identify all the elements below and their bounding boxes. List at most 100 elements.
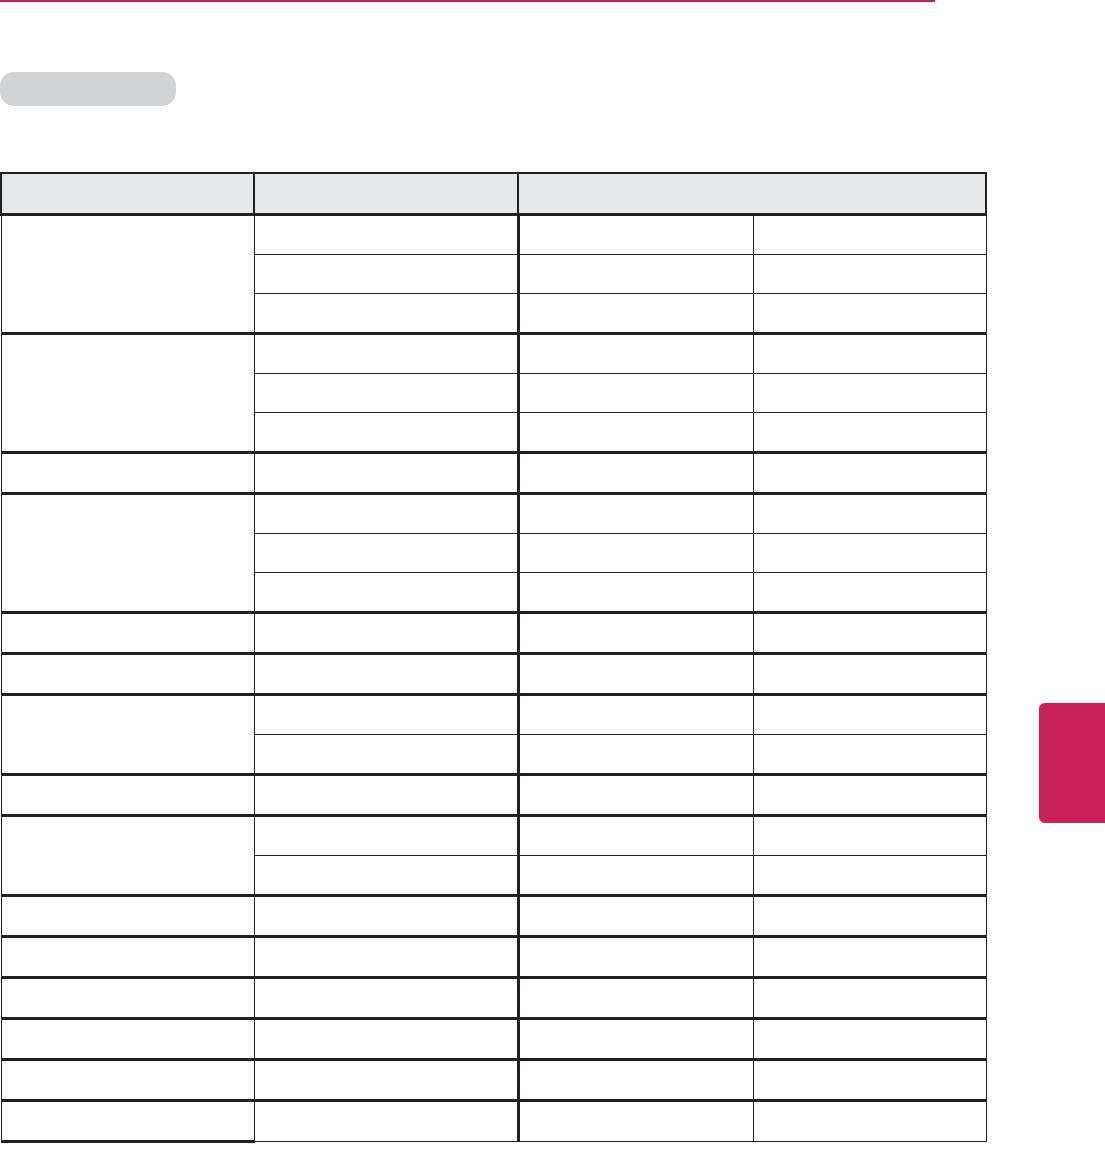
table-cell (752, 293, 987, 334)
table-row (1, 412, 987, 453)
table-cell (253, 572, 519, 613)
table-cell (516, 254, 754, 294)
table-cell (0, 935, 255, 979)
table-cell (516, 492, 754, 534)
table-cell (752, 572, 987, 613)
table-cell (253, 773, 519, 816)
spec-table (0, 172, 987, 1143)
table-row (1, 855, 987, 896)
table-cell (516, 412, 754, 453)
table-cell (516, 533, 754, 573)
table-cell (516, 293, 754, 334)
table-cell (0, 693, 255, 776)
table-row (1, 373, 987, 413)
table-cell (253, 693, 519, 735)
table-row (0, 652, 987, 696)
table-cell (253, 1099, 519, 1142)
table-cell (253, 734, 519, 775)
table-row (0, 492, 987, 614)
table-row (0, 451, 987, 495)
table-cell (0, 814, 255, 897)
table-cell (253, 373, 519, 413)
table-cell (253, 213, 519, 255)
table-cell (0, 773, 255, 817)
table-row (0, 693, 987, 776)
table-cell (516, 572, 754, 613)
table-cell (516, 652, 754, 695)
table-cell (752, 213, 987, 255)
table-cell (0, 652, 255, 696)
chapter-side-tab (1039, 703, 1105, 823)
table-cell (752, 451, 987, 494)
table-cell (253, 451, 519, 494)
section-label-pill (0, 72, 176, 106)
table-cell (752, 894, 987, 937)
table-row (0, 332, 987, 454)
table-cell (253, 254, 519, 294)
table-cell (752, 855, 987, 896)
table-cell (516, 693, 754, 735)
table-cell (253, 1017, 519, 1060)
table-row (0, 773, 987, 817)
table-cell (0, 451, 255, 495)
table-cell (253, 412, 519, 453)
table-cell (253, 976, 519, 1019)
table-cell (516, 611, 754, 654)
table-header-row (0, 172, 987, 216)
table-cell (0, 492, 255, 614)
table-cell (0, 1058, 255, 1102)
table-cell (752, 935, 987, 978)
table-row (0, 1017, 987, 1061)
table-cell (253, 814, 519, 856)
table-cell (516, 935, 754, 978)
table-cell (752, 652, 987, 695)
table-cell (752, 611, 987, 654)
table-cell (752, 412, 987, 453)
table-cell (516, 814, 754, 856)
table-cell (516, 1099, 754, 1142)
table-cell (253, 855, 519, 896)
table-cell (752, 533, 987, 573)
header-cell (0, 172, 255, 216)
table-row (0, 814, 987, 897)
table-cell (516, 976, 754, 1019)
table-cell (516, 855, 754, 896)
table-cell (516, 734, 754, 775)
table-cell (752, 373, 987, 413)
table-cell (253, 492, 519, 534)
table-cell (0, 1017, 255, 1061)
table-cell (752, 814, 987, 856)
table-cell (253, 652, 519, 695)
table-cell (0, 332, 255, 454)
table-cell (253, 935, 519, 978)
table-cell (752, 693, 987, 735)
table-cell (253, 611, 519, 654)
table-cell (0, 894, 255, 938)
header-cell (253, 172, 519, 216)
table-cell (253, 332, 519, 374)
top-accent-rule (0, 0, 935, 2)
table-cell (253, 1058, 519, 1101)
table-cell (0, 1099, 255, 1143)
table-cell (516, 894, 754, 937)
table-row (0, 611, 987, 655)
table-cell (752, 734, 987, 775)
table-cell (0, 611, 255, 655)
table-cell (752, 254, 987, 294)
table-cell (253, 894, 519, 937)
table-cell (516, 1017, 754, 1060)
table-cell (752, 492, 987, 534)
table-row (1, 533, 987, 573)
table-cell (752, 1099, 987, 1142)
table-cell (253, 293, 519, 334)
table-cell (752, 1058, 987, 1101)
table-cell (516, 213, 754, 255)
table-cell (516, 373, 754, 413)
table-row (0, 1058, 987, 1102)
table-cell (752, 1017, 987, 1060)
table-cell (0, 976, 255, 1020)
table-row (0, 935, 987, 979)
table-cell (752, 773, 987, 816)
table-cell (0, 213, 255, 335)
table-cell (752, 976, 987, 1019)
